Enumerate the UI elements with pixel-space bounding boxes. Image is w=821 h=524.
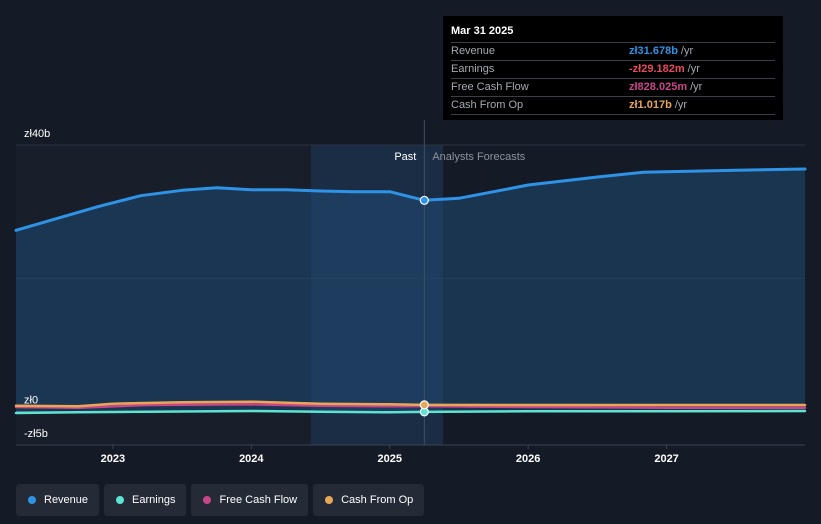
tooltip-row-revenue: Revenue zł31.678b /yr — [451, 42, 775, 60]
tooltip-unit: /yr — [690, 81, 703, 93]
x-tick-label: 2023 — [101, 453, 125, 465]
series-line-earnings — [14, 409, 807, 415]
x-tick-label: 2026 — [516, 453, 540, 465]
marker-cash-from-op — [419, 400, 429, 410]
legend-label: Free Cash Flow — [219, 494, 298, 506]
legend-item-earnings[interactable]: Earnings — [104, 484, 187, 516]
legend-dot-icon — [325, 496, 334, 504]
y-tick-label: -zł5b — [24, 428, 48, 440]
tooltip-label: Earnings — [451, 63, 495, 75]
tooltip-label: Cash From Op — [451, 99, 524, 111]
tooltip-unit: /yr — [687, 63, 700, 75]
tooltip-unit: /yr — [674, 99, 688, 111]
tooltip-row-earnings: Earnings -zł29.182m /yr — [451, 60, 775, 78]
legend-item-free-cash-flow[interactable]: Free Cash Flow — [191, 484, 309, 516]
tooltip-value: zł1.017b — [629, 99, 672, 111]
legend-label: Cash From Op — [341, 494, 414, 506]
legend-dot-icon — [203, 496, 212, 504]
legend: Revenue Earnings Free Cash Flow Cash Fro… — [16, 484, 425, 516]
forecast-label: Analysts Forecasts — [432, 151, 525, 163]
series-line-free-cash-flow — [14, 403, 807, 409]
legend-label: Revenue — [44, 494, 89, 506]
marker-revenue — [419, 195, 429, 205]
legend-dot-icon — [28, 496, 36, 504]
series-line-revenue — [14, 167, 807, 232]
tooltip-label: Revenue — [451, 45, 496, 57]
y-tick-label: zł40b — [24, 128, 50, 140]
tooltip-unit: /yr — [680, 45, 694, 57]
revenue-area — [16, 169, 805, 412]
past-label: Past — [394, 151, 416, 163]
tooltip-value: -zł29.182m — [629, 63, 685, 75]
tooltip-date: Mar 31 2025 — [451, 25, 514, 37]
tooltip-value: zł828.025m — [629, 81, 688, 93]
tooltip-label: Free Cash Flow — [451, 81, 529, 93]
tooltip: Mar 31 2025 Revenue zł31.678b /yr Earnin… — [443, 16, 783, 120]
series-line-cash-from-op — [14, 400, 807, 408]
tooltip-row-free-cash-flow: Free Cash Flow zł828.025m /yr — [451, 78, 775, 96]
legend-dot-icon — [116, 496, 125, 504]
legend-label: Earnings — [132, 494, 176, 506]
tooltip-value: zł31.678b — [629, 45, 678, 57]
tooltip-row-cash-from-op: Cash From Op zł1.017b /yr — [451, 96, 775, 115]
x-tick-label: 2025 — [377, 453, 401, 465]
y-tick-label: zł0 — [24, 395, 38, 407]
legend-item-revenue[interactable]: Revenue — [16, 484, 100, 516]
x-tick-label: 2024 — [239, 453, 264, 465]
x-tick-label: 2027 — [654, 453, 678, 465]
legend-item-cash-from-op[interactable]: Cash From Op — [313, 484, 425, 516]
